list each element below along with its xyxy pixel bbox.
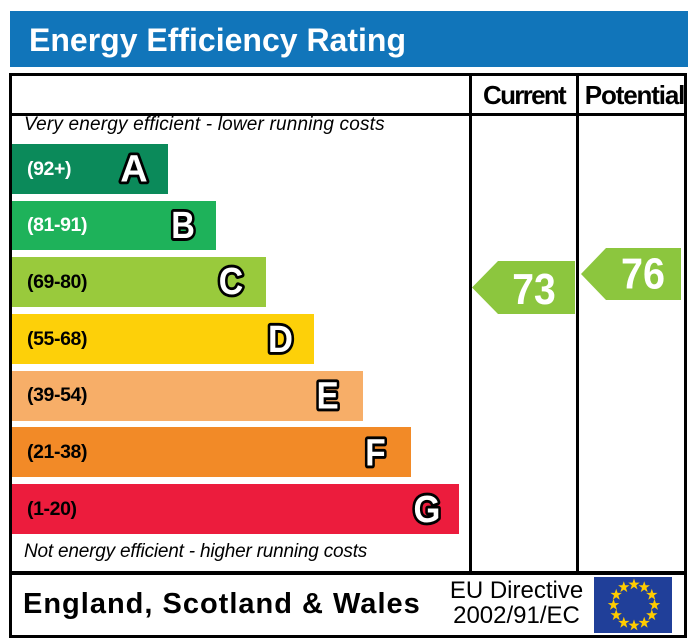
svg-text:A: A [120, 149, 147, 191]
svg-text:C: C [219, 259, 243, 302]
svg-text:76: 76 [621, 250, 665, 299]
svg-text:E: E [317, 374, 339, 417]
svg-text:73: 73 [512, 265, 556, 314]
svg-text:F: F [365, 432, 385, 474]
svg-text:B: B [171, 204, 195, 247]
svg-text:G: G [414, 488, 441, 531]
svg-text:D: D [268, 318, 293, 361]
